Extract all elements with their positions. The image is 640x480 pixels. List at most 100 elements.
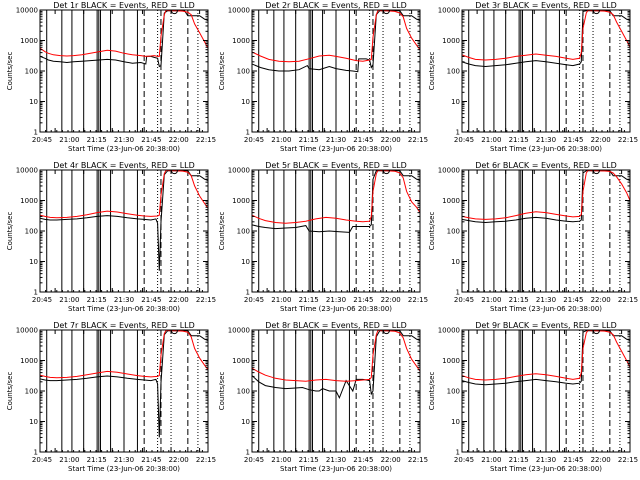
x-tick-label: 21:45 [353,136,373,144]
x-tick-label: 20:45 [244,456,264,464]
panel-title: Det 3r BLACK = Events, RED = LLD [475,1,617,10]
x-tick-label: 21:30 [536,456,556,464]
panel-det-3: 1 10 100 1000 10000 20:45 21:00 21:15 21:30 21:45… [428,1,638,153]
series-events-line [40,170,208,271]
x-tick-label: 21:15 [299,296,319,304]
y-tick-label: 10000 [438,7,460,15]
x-tick-label: 20:45 [244,136,264,144]
x-tick-label: 22:00 [169,456,189,464]
x-tick-label: 20:45 [32,136,52,144]
y-axis-label: Counts/sec [428,52,436,91]
y-tick-label: 1000 [442,197,460,205]
y-tick-label: 10000 [16,167,38,175]
series-events-line [252,330,420,400]
x-tick-label: 22:15 [196,136,216,144]
y-tick-label: 1000 [20,197,38,205]
y-tick-label: 1 [34,289,38,297]
y-tick-label: 1000 [442,357,460,365]
y-tick-label: 100 [237,388,250,396]
panel-det-2: 1 10 100 1000 10000 20:45 21:00 21:15 21:30 21:45… [218,1,428,153]
x-tick-label: 21:30 [114,296,134,304]
x-tick-label: 22:15 [408,456,428,464]
y-tick-label: 1 [34,449,38,457]
y-axis-label: Counts/sec [6,372,14,411]
panel-det-7: 1 10 100 1000 10000 20:45 21:00 21:15 21:30 21:45… [6,321,216,473]
x-tick-label: 21:00 [59,136,79,144]
x-tick-label: 20:45 [454,456,474,464]
x-tick-label: 21:30 [326,136,346,144]
panel-title: Det 9r BLACK = Events, RED = LLD [475,321,617,330]
x-tick-label: 20:45 [32,456,52,464]
plot-area [252,330,420,452]
x-tick-label: 21:45 [141,136,161,144]
panel-det-8: 1 10 100 1000 10000 20:45 21:00 21:15 21:30 21:45… [218,321,428,473]
y-axis-label: Counts/sec [218,52,226,91]
y-tick-label: 10000 [16,327,38,335]
y-tick-label: 10 [451,98,460,106]
y-axis-label: Counts/sec [428,372,436,411]
x-tick-label: 22:15 [618,456,638,464]
x-tick-label: 21:45 [353,456,373,464]
x-axis-label: Start Time (23-Jun-06 20:38:00) [280,145,392,153]
x-tick-label: 22:15 [618,296,638,304]
x-tick-label: 21:30 [326,296,346,304]
y-tick-label: 1000 [20,357,38,365]
plot-area [462,10,630,132]
x-tick-label: 21:45 [563,136,583,144]
y-tick-label: 10000 [228,7,250,15]
y-tick-label: 10 [241,258,250,266]
series-lld-line [40,330,208,379]
panel-title: Det 2r BLACK = Events, RED = LLD [265,1,407,10]
y-tick-label: 10000 [228,327,250,335]
plot-area [252,170,420,292]
x-tick-label: 22:00 [381,296,401,304]
x-tick-label: 20:45 [454,296,474,304]
panel-det-9: 1 10 100 1000 10000 20:45 21:00 21:15 21:30 21:45… [428,321,638,473]
y-axis-label: Counts/sec [428,212,436,251]
y-tick-label: 1 [246,289,250,297]
series-events-line [40,330,208,438]
x-tick-label: 21:00 [59,296,79,304]
x-tick-label: 21:15 [87,296,107,304]
plot-area [40,330,208,452]
y-tick-label: 10 [451,418,460,426]
series-events-line [252,10,420,73]
series-lld-line [252,330,420,382]
x-axis-label: Start Time (23-Jun-06 20:38:00) [490,305,602,313]
y-tick-label: 10000 [16,7,38,15]
x-axis-label: Start Time (23-Jun-06 20:38:00) [490,465,602,473]
plot-area [40,170,208,292]
panel-det-5: 1 10 100 1000 10000 20:45 21:00 21:15 21:30 21:45… [218,161,428,313]
y-tick-label: 1 [456,129,460,137]
y-tick-label: 10000 [228,167,250,175]
x-tick-label: 21:30 [114,136,134,144]
series-lld-line [462,10,630,61]
x-tick-label: 21:45 [141,456,161,464]
x-tick-label: 22:15 [408,296,428,304]
y-axis-label: Counts/sec [6,52,14,91]
plot-area [462,330,630,452]
x-tick-label: 22:00 [591,456,611,464]
panel-title: Det 5r BLACK = Events, RED = LLD [265,161,407,170]
y-tick-label: 1 [246,129,250,137]
x-tick-label: 21:00 [271,296,291,304]
series-lld-line [252,10,420,63]
y-tick-label: 1000 [232,197,250,205]
x-tick-label: 21:00 [481,456,501,464]
y-tick-label: 100 [25,68,38,76]
y-tick-label: 10 [241,98,250,106]
panel-title: Det 1r BLACK = Events, RED = LLD [53,1,195,10]
panel-title: Det 8r BLACK = Events, RED = LLD [265,321,407,330]
x-tick-label: 21:45 [563,296,583,304]
y-axis-label: Counts/sec [218,212,226,251]
x-axis-label: Start Time (23-Jun-06 20:38:00) [68,145,180,153]
x-tick-label: 22:15 [196,456,216,464]
panel-title: Det 7r BLACK = Events, RED = LLD [53,321,195,330]
y-tick-label: 10 [241,418,250,426]
y-tick-label: 1 [34,129,38,137]
y-axis-label: Counts/sec [218,372,226,411]
x-tick-label: 22:00 [381,136,401,144]
plot-area [252,10,420,132]
y-tick-label: 100 [25,228,38,236]
x-tick-label: 21:30 [326,456,346,464]
